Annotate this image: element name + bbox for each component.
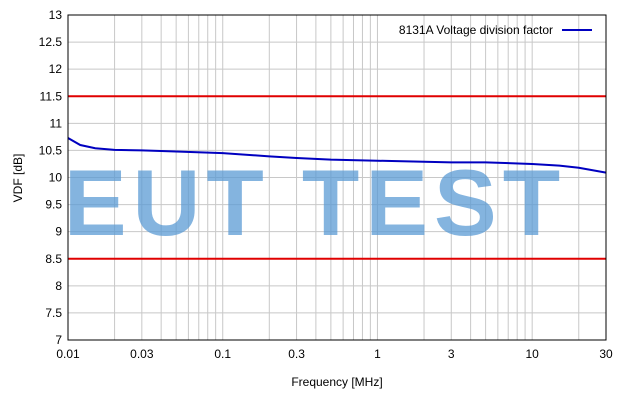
x-tick-label: 10 — [525, 347, 539, 361]
y-tick-label: 7 — [55, 333, 62, 347]
series — [67, 137, 607, 174]
x-tick-label: 0.3 — [288, 347, 305, 361]
y-tick-labels: 7 7.5 8 8.5 9 9.5 10 10.5 11 11.5 12 12.5 13 — [39, 8, 63, 347]
y-tick-label: 11 — [50, 116, 63, 130]
x-tick-label: 0.1 — [214, 347, 231, 361]
y-tick-label: 9.5 — [45, 198, 62, 212]
y-tick-label: 12.5 — [39, 35, 63, 49]
y-tick-label: 8.5 — [45, 252, 62, 266]
y-axis-label: VDF [dB] — [11, 154, 25, 203]
limit-lines — [68, 95, 606, 260]
y-tick-label: 13 — [49, 8, 63, 22]
x-tick-label: 3 — [448, 347, 455, 361]
x-axis-label: Frequency [MHz] — [291, 375, 382, 389]
y-tick-label: 10.5 — [39, 143, 63, 157]
x-tick-label: 1 — [374, 347, 381, 361]
y-tick-label: 10 — [49, 171, 63, 185]
y-tick-label: 11.5 — [40, 89, 63, 103]
y-tick-label: 7.5 — [45, 306, 62, 320]
y-tick-label: 12 — [49, 62, 63, 76]
watermark: EUT TEST — [64, 150, 566, 255]
x-tick-label: 0.01 — [56, 347, 80, 361]
series-line — [67, 137, 607, 174]
watermark-text: EUT TEST — [64, 150, 566, 255]
legend-label: 8131A Voltage division factor — [399, 23, 553, 37]
x-tick-label: 0.03 — [130, 347, 154, 361]
y-tick-label: 8 — [55, 279, 62, 293]
plot-frame — [67, 14, 607, 341]
legend: 8131A Voltage division factor — [399, 23, 592, 37]
x-tick-label: 30 — [599, 347, 613, 361]
y-tick-label: 9 — [55, 225, 62, 239]
x-tick-labels: 0.01 0.03 0.1 0.3 1 3 10 30 — [56, 347, 613, 361]
